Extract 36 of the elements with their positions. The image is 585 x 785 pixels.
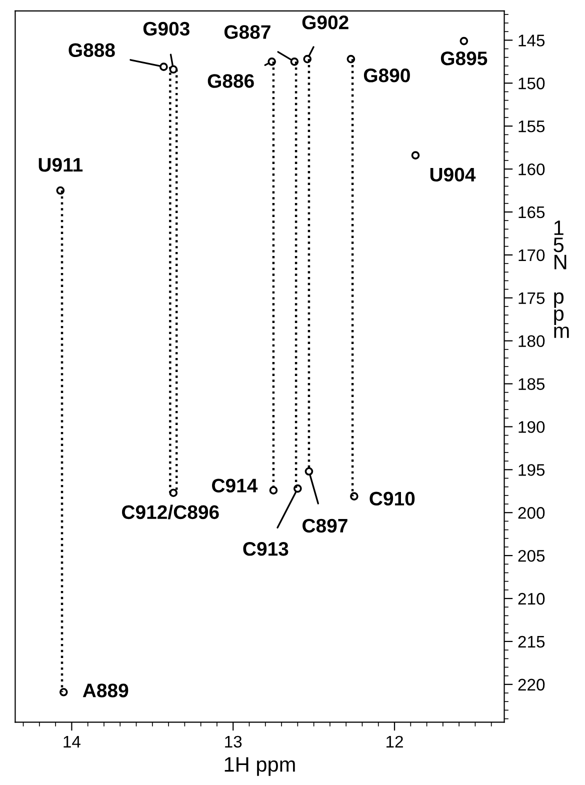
- y-tick-label: 155: [518, 120, 545, 132]
- y-tick-label: 220: [518, 678, 545, 691]
- annotation: G887: [224, 25, 270, 39]
- annotation: C913: [243, 542, 288, 556]
- y-tick-label: 170: [518, 249, 545, 262]
- annotation: C910: [370, 492, 415, 506]
- annotation: G902: [302, 16, 348, 30]
- y-tick-label: 150: [518, 78, 545, 90]
- annotation: C897: [302, 518, 348, 533]
- y-tick-label: 190: [518, 421, 545, 433]
- y-tick-label: 210: [518, 592, 545, 605]
- y-tick-label: 195: [518, 464, 545, 476]
- y-tick-label: 160: [518, 163, 545, 176]
- y-tick-label: 165: [518, 206, 545, 218]
- y-tick-label: 175: [518, 292, 545, 304]
- y-tick-label: 215: [518, 636, 545, 648]
- x-axis-title: 1H ppm: [224, 757, 295, 776]
- y-tick-label: 145: [518, 34, 545, 46]
- y-tick-label: 205: [518, 550, 545, 562]
- annotation: G888: [68, 43, 115, 58]
- annotation: G895: [440, 52, 488, 66]
- annotation: G886: [208, 74, 254, 88]
- x-tick-label: 13: [225, 736, 242, 748]
- x-tick-label: 12: [386, 736, 403, 748]
- y-axis-title: 15N ppm: [554, 220, 569, 338]
- y-tick-label: 200: [518, 507, 545, 519]
- annotation: G890: [364, 68, 410, 82]
- annotation: C912/C896: [122, 504, 219, 520]
- annotation: A889: [82, 684, 128, 698]
- y-tick-label: 185: [518, 378, 545, 390]
- annotation: C914: [212, 478, 258, 493]
- annotation: U911: [38, 158, 83, 172]
- x-tick-label: 14: [64, 736, 80, 748]
- annotation: G903: [143, 22, 190, 36]
- annotation: U904: [430, 168, 476, 182]
- y-tick-label: 180: [518, 335, 545, 348]
